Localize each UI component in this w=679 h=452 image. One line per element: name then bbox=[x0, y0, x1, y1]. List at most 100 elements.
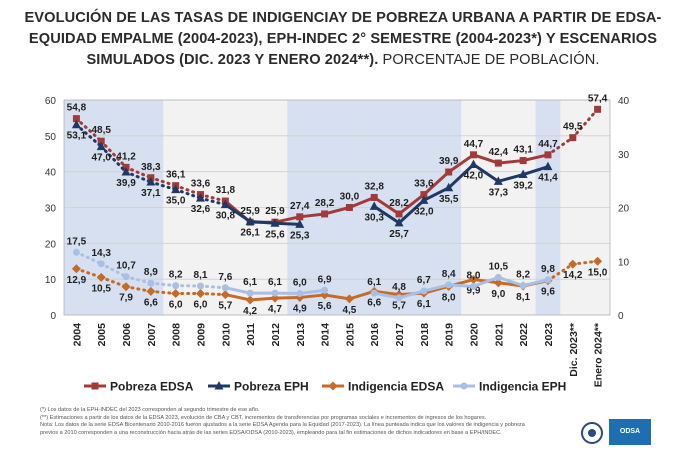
data-label: 42,4 bbox=[489, 147, 509, 158]
data-label: 37,3 bbox=[489, 187, 509, 198]
data-label: 47,0 bbox=[91, 153, 111, 164]
series-segment bbox=[149, 176, 178, 188]
series-segment bbox=[99, 275, 128, 289]
series-segment bbox=[174, 184, 202, 197]
y-right-tick-label: 40 bbox=[618, 96, 630, 107]
data-label: 25,7 bbox=[389, 229, 409, 240]
footnote: (*) Los datos de la EPH-INDEC del 2023 c… bbox=[40, 407, 260, 413]
x-tick-label: 2022 bbox=[518, 323, 530, 347]
data-label: 41,2 bbox=[116, 151, 136, 162]
data-point bbox=[246, 289, 254, 297]
data-point bbox=[419, 195, 429, 204]
data-point bbox=[493, 176, 503, 185]
y-right-tick-label: 0 bbox=[618, 311, 624, 322]
data-point bbox=[469, 275, 478, 285]
data-point bbox=[146, 177, 156, 186]
data-point bbox=[543, 161, 553, 171]
data-point bbox=[420, 191, 428, 199]
data-label: 8,2 bbox=[169, 270, 183, 281]
data-label: 4,8 bbox=[392, 282, 406, 293]
data-label: 25,6 bbox=[265, 229, 285, 240]
data-label: 15,0 bbox=[588, 267, 608, 278]
data-point bbox=[296, 290, 304, 297]
data-point bbox=[96, 272, 106, 282]
data-point bbox=[71, 264, 81, 274]
series-segment bbox=[472, 163, 500, 183]
data-label: 8,0 bbox=[442, 292, 456, 303]
y-left-tick-label: 20 bbox=[45, 239, 57, 250]
legend-marker bbox=[460, 382, 468, 390]
series-segment bbox=[397, 193, 426, 216]
data-point bbox=[470, 151, 477, 159]
chart-title-bold: EVOLUCIÓN DE LAS TASAS DE INDIGENCIAY DE… bbox=[24, 10, 662, 68]
y-left-tick-label: 60 bbox=[45, 96, 57, 107]
y-left-tick-label: 30 bbox=[45, 204, 57, 215]
data-label: 8,1 bbox=[194, 270, 208, 281]
data-label: 6,7 bbox=[417, 275, 431, 286]
series-segment bbox=[347, 289, 376, 301]
x-tick-label: 2007 bbox=[146, 323, 158, 347]
y-left-tick-label: 10 bbox=[45, 275, 57, 286]
data-label: 10,5 bbox=[91, 283, 111, 294]
data-label: 43,1 bbox=[513, 145, 533, 156]
data-label: 48,5 bbox=[91, 125, 111, 136]
data-point bbox=[494, 159, 502, 167]
data-point bbox=[220, 199, 230, 209]
x-tick-label: 2020 bbox=[469, 323, 481, 347]
data-point bbox=[469, 159, 478, 168]
data-label: 28,2 bbox=[315, 198, 335, 209]
legend-marker bbox=[328, 381, 338, 391]
data-label: 28,2 bbox=[389, 198, 409, 209]
data-label: 25,3 bbox=[290, 230, 310, 241]
data-label: 9,6 bbox=[541, 287, 555, 298]
series-segment bbox=[223, 203, 252, 223]
x-tick-label: 2014 bbox=[320, 323, 332, 347]
footnote: Nota: Los datos de la serie EDSA Bicente… bbox=[40, 422, 525, 429]
data-point bbox=[171, 184, 181, 194]
data-label: 6,0 bbox=[293, 278, 307, 289]
x-tick-label: 2015 bbox=[344, 323, 356, 347]
y-right-tick-label: 30 bbox=[618, 150, 630, 161]
data-point bbox=[72, 115, 80, 123]
data-label: 38,3 bbox=[141, 162, 161, 173]
data-point bbox=[97, 137, 105, 145]
data-label: 30,8 bbox=[216, 211, 236, 222]
series-segment bbox=[223, 293, 252, 302]
data-label: 30,3 bbox=[364, 212, 384, 223]
data-label: 30,0 bbox=[340, 192, 360, 203]
series-segment bbox=[323, 206, 351, 216]
data-point bbox=[445, 281, 453, 289]
data-label: 33,6 bbox=[191, 179, 211, 190]
data-point bbox=[296, 213, 304, 221]
data-point bbox=[245, 295, 255, 305]
x-tick-label: 2017 bbox=[394, 323, 406, 347]
data-point bbox=[321, 286, 329, 294]
x-tick-label: 2018 bbox=[419, 323, 431, 347]
data-point bbox=[395, 294, 403, 302]
series-segment bbox=[298, 212, 327, 219]
data-label: 53,1 bbox=[67, 131, 87, 142]
data-point bbox=[295, 219, 305, 228]
data-label: 54,8 bbox=[67, 103, 87, 114]
series-segment bbox=[124, 170, 153, 184]
data-label: 37,1 bbox=[141, 188, 161, 199]
series-segment bbox=[397, 289, 426, 300]
data-label: 36,1 bbox=[166, 170, 186, 181]
series-segment bbox=[99, 145, 128, 174]
x-tick-label: 2005 bbox=[96, 323, 108, 347]
series-segment bbox=[248, 219, 277, 225]
data-point bbox=[321, 210, 329, 218]
data-label: 6,1 bbox=[268, 277, 282, 288]
data-point bbox=[593, 256, 603, 266]
data-point bbox=[97, 260, 105, 268]
data-point bbox=[568, 259, 578, 269]
data-point bbox=[544, 151, 552, 159]
data-point bbox=[493, 278, 503, 288]
data-label: 8,1 bbox=[516, 292, 530, 303]
data-label: 32,6 bbox=[191, 204, 211, 215]
data-point bbox=[594, 105, 602, 113]
series-segment bbox=[347, 195, 376, 209]
series-segment bbox=[521, 278, 550, 288]
series-segment bbox=[199, 196, 227, 207]
